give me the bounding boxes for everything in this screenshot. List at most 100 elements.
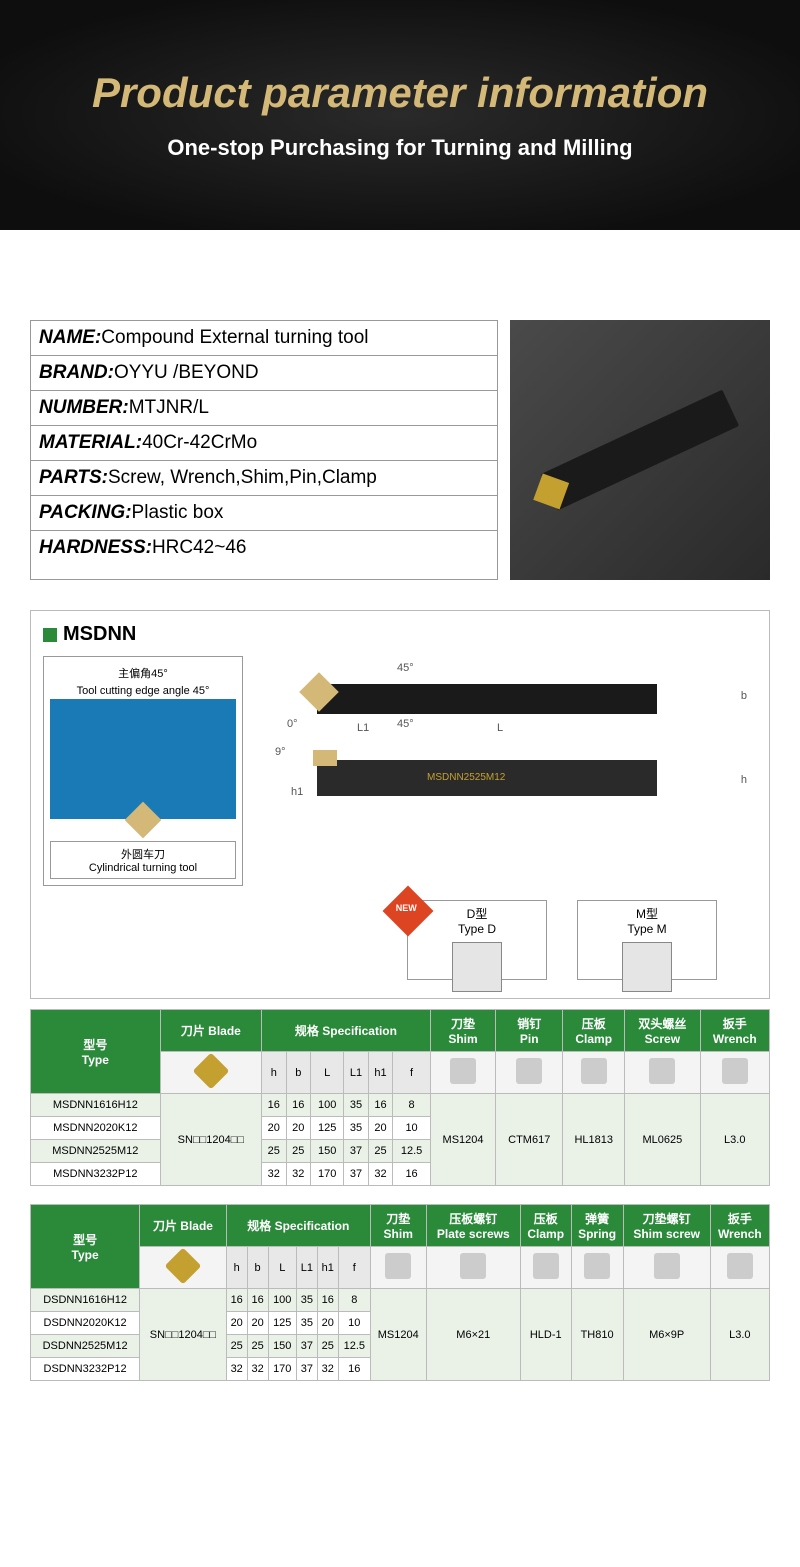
spec-cell: 32: [286, 1163, 311, 1186]
spec-cell: 35: [344, 1117, 369, 1140]
info-value: HRC42~46: [152, 537, 247, 558]
info-section: NAME:Compound External turning toolBRAND…: [0, 320, 800, 580]
spec-cell: 100: [268, 1289, 296, 1312]
spec-cell: 35: [296, 1312, 317, 1335]
spec-cell: 32: [226, 1358, 247, 1381]
spec-cell: 16: [286, 1094, 311, 1117]
spec-cell: 10: [393, 1117, 431, 1140]
diagram-row: 主偏角45° Tool cutting edge angle 45° 外圆车刀 …: [43, 656, 757, 886]
spec-cell: 150: [268, 1335, 296, 1358]
info-label: NUMBER:: [39, 397, 129, 418]
pin-cell: CTM617: [496, 1094, 563, 1186]
info-value: Screw, Wrench,Shim,Pin,Clamp: [108, 467, 377, 488]
type-options: NEW D型Type D M型Type M: [43, 900, 757, 980]
model-header: MSDNN: [43, 623, 757, 646]
wrench-cell: L3.0: [700, 1094, 769, 1186]
type-cell: MSDNN3232P12: [31, 1163, 161, 1186]
spec-cell: 35: [296, 1289, 317, 1312]
spec-cell: 37: [296, 1358, 317, 1381]
info-value: Plastic box: [132, 502, 224, 523]
spec-cell: 20: [286, 1117, 311, 1140]
top-view-drawing: 45° 45° 0° b L1 L: [257, 656, 757, 730]
type-cell: DSDNN2525M12: [31, 1335, 140, 1358]
spec-cell: 25: [226, 1335, 247, 1358]
tool-icon: [541, 390, 739, 511]
angle-cap-cn: 主偏角45°: [50, 663, 236, 683]
table-2-wrap: 型号Type刀片 Blade规格 Specification刀垫Shim压板螺钉…: [30, 1204, 770, 1381]
spec-cell: 16: [317, 1289, 338, 1312]
spec-cell: 20: [226, 1312, 247, 1335]
clamp-cell: HL1813: [563, 1094, 625, 1186]
type-cell: MSDNN1616H12: [31, 1094, 161, 1117]
info-label: PACKING:: [39, 502, 132, 523]
spec-cell: 16: [262, 1094, 287, 1117]
spec-cell: 8: [338, 1289, 370, 1312]
spec-cell: 32: [262, 1163, 287, 1186]
type-cell: DSDNN2020K12: [31, 1312, 140, 1335]
square-icon: [43, 628, 57, 642]
info-label: BRAND:: [39, 362, 114, 383]
spec-cell: 100: [311, 1094, 344, 1117]
spec-cell: 16: [226, 1289, 247, 1312]
new-badge: NEW: [383, 886, 434, 937]
product-photo: [510, 320, 770, 580]
tool-type-caption: 外圆车刀 Cylindrical turning tool: [50, 841, 236, 879]
info-value: OYYU /BEYOND: [114, 362, 259, 383]
info-value: 40Cr-42CrMo: [142, 432, 257, 453]
spec-cell: 20: [262, 1117, 287, 1140]
spec-cell: 125: [268, 1312, 296, 1335]
spec-cell: 8: [393, 1094, 431, 1117]
spec-cell: 37: [344, 1163, 369, 1186]
spec-cell: 16: [247, 1289, 268, 1312]
info-label: MATERIAL:: [39, 432, 142, 453]
hero-title: Product parameter information: [92, 69, 708, 117]
spec-cell: 37: [296, 1335, 317, 1358]
spec-cell: 25: [368, 1140, 393, 1163]
spec-cell: 150: [311, 1140, 344, 1163]
angle-illustration: [50, 699, 236, 819]
spec-cell: 12.5: [338, 1335, 370, 1358]
info-value: Compound External turning tool: [101, 327, 368, 348]
screw-cell: ML0625: [625, 1094, 700, 1186]
angle-cap-en: Tool cutting edge angle 45°: [50, 683, 236, 699]
model-name: MSDNN: [63, 623, 136, 646]
spec-cell: 37: [344, 1140, 369, 1163]
type-m-icon: [622, 942, 672, 992]
type-cell: DSDNN1616H12: [31, 1289, 140, 1312]
spec-cell: 25: [317, 1335, 338, 1358]
spec-cell: 10: [338, 1312, 370, 1335]
info-label: HARDNESS:: [39, 537, 152, 558]
spec-cell: 125: [311, 1117, 344, 1140]
info-table: NAME:Compound External turning toolBRAND…: [30, 320, 498, 580]
spec-cell: 12.5: [393, 1140, 431, 1163]
spec-cell: 170: [311, 1163, 344, 1186]
type-m-box: M型Type M: [577, 900, 717, 980]
type-d-box: NEW D型Type D: [407, 900, 547, 980]
spec-cell: 25: [247, 1335, 268, 1358]
info-value: MTJNR/L: [129, 397, 209, 418]
type-cell: MSDNN2525M12: [31, 1140, 161, 1163]
hero-subtitle: One-stop Purchasing for Turning and Mill…: [167, 135, 632, 161]
spec-cell: 20: [317, 1312, 338, 1335]
shim-cell: MS1204: [430, 1094, 495, 1186]
side-view-drawing: MSDNN2525M12 9° h1 h: [257, 740, 757, 814]
spec-cell: 25: [286, 1140, 311, 1163]
spec-cell: 25: [262, 1140, 287, 1163]
info-label: PARTS:: [39, 467, 108, 488]
spec-cell: 20: [368, 1117, 393, 1140]
type-d-icon: [452, 942, 502, 992]
spec-cell: 16: [338, 1358, 370, 1381]
spec-cell: 32: [368, 1163, 393, 1186]
spec-table-1: 型号Type刀片 Blade规格 Specification刀垫Shim销钉Pi…: [30, 1009, 770, 1186]
blade-cell: SN□□1204□□: [140, 1289, 227, 1381]
spec-cell: 16: [393, 1163, 431, 1186]
spec-cell: 32: [247, 1358, 268, 1381]
table-1-wrap: 型号Type刀片 Blade规格 Specification刀垫Shim销钉Pi…: [30, 1009, 770, 1186]
spec-panel: MSDNN 主偏角45° Tool cutting edge angle 45°…: [30, 610, 770, 999]
type-cell: MSDNN2020K12: [31, 1117, 161, 1140]
hero-banner: Product parameter information One-stop P…: [0, 0, 800, 230]
type-cell: DSDNN3232P12: [31, 1358, 140, 1381]
spec-cell: 170: [268, 1358, 296, 1381]
spec-cell: 16: [368, 1094, 393, 1117]
spec-cell: 35: [344, 1094, 369, 1117]
